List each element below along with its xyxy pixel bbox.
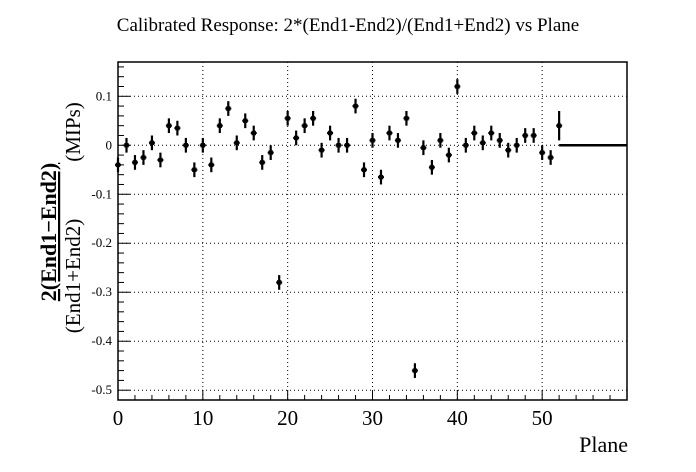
data-point [327,130,333,136]
data-point [285,116,290,121]
data-point [548,155,553,160]
data-point [531,133,536,138]
data-point [412,368,418,373]
data-point [149,140,155,146]
y-tick-label: 0 [106,137,113,152]
axis-labels: Plane 2(End1−End2) (End1+End2) (MIPs) [36,102,628,457]
chart-title-group: Calibrated Response: 2*(End1-End2)/(End1… [117,15,579,36]
data-point [158,157,163,163]
data-point [506,147,511,153]
data-point [310,116,316,121]
data-point [472,130,477,136]
data-point [192,167,197,172]
data-point [319,147,324,153]
data-point [370,138,375,143]
data-point [209,162,214,168]
data-point [302,123,307,128]
y-tick-label: -0.4 [91,333,112,348]
y-tick-label: -0.1 [91,186,112,201]
data-point [115,162,121,168]
data-point [523,133,528,138]
data-point [268,150,273,155]
x-tick-label: 30 [362,406,383,430]
data-point [489,130,494,136]
data-point [175,125,180,131]
data-point [276,280,282,285]
data-point [353,103,358,109]
y-axis-title-unit: (MIPs) [61,102,85,162]
data-point [463,143,469,148]
chart-title: Calibrated Response: 2*(End1-End2)/(End1… [117,15,579,36]
x-tick-label: 40 [447,406,468,430]
data-point [293,135,299,141]
y-axis-title-denominator: (End1+End2) [61,219,85,334]
data-point [438,138,443,143]
y-tick-label: -0.5 [91,382,112,397]
data-point [234,140,239,146]
data-point [141,155,146,160]
x-tick-label: 10 [192,406,213,430]
data-points [115,79,563,378]
x-tick-label: 50 [532,406,553,430]
data-point [226,106,231,111]
data-point [124,143,129,148]
data-point [404,116,409,121]
x-tick-label: 20 [277,406,298,430]
data-point [361,167,367,172]
data-point [556,123,562,128]
data-point [378,174,384,180]
x-axis-title: Plane [579,432,628,457]
data-point [344,143,350,148]
data-point [480,140,485,146]
data-point [395,138,401,143]
x-tick-label: 0 [113,406,124,430]
data-point [446,152,452,158]
data-point [200,143,206,148]
data-point [429,165,435,170]
data-point [497,138,502,143]
data-point [514,143,519,148]
data-point [260,160,265,165]
data-point [336,143,341,148]
y-tick-label: -0.3 [91,284,112,299]
data-point [539,150,545,155]
y-tick-label: 0.1 [96,88,112,103]
axis-ticks: 0 10 20 30 40 50 0.1 0 -0.1 -0.2 -0.3 -0.4 -0.5 [91,66,628,430]
data-point [251,130,256,136]
data-point [455,84,460,89]
data-point [132,160,138,165]
data-point [183,143,189,148]
grid [117,62,627,400]
data-point [387,130,392,136]
y-tick-label: -0.2 [91,235,112,250]
data-point [421,145,426,150]
data-point [166,123,172,128]
data-point [243,118,248,123]
data-point [217,123,222,128]
y-axis-title-numerator: 2(End1−End2) [36,163,61,301]
